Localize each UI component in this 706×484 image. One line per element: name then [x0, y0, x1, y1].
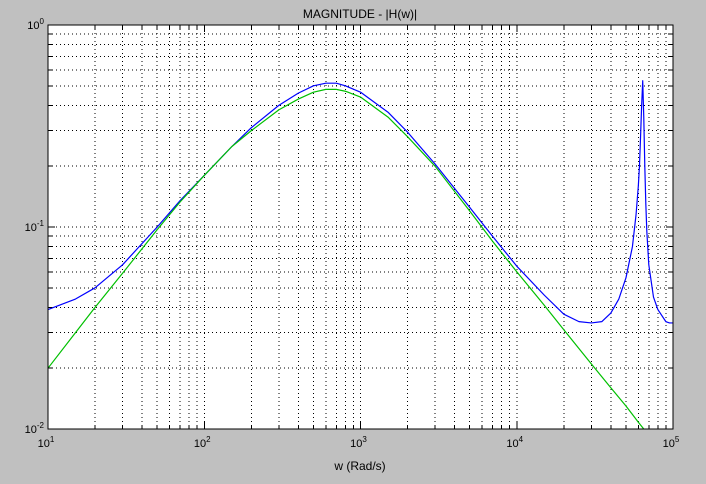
x-tick-labels: 101 102 103 104 105 [38, 435, 680, 450]
x-tick-label: 105 [663, 435, 680, 450]
axis-ticks [47, 25, 673, 430]
series-lines [47, 80, 673, 430]
plot-frame [47, 24, 674, 430]
y-tick-label: 10-2 [25, 421, 45, 436]
y-tick-labels: 10-2 10-1 100 [25, 17, 45, 436]
y-tick-label: 100 [27, 17, 44, 32]
grid-lines [48, 25, 673, 429]
series-line-2 [47, 88, 645, 430]
series-line-1 [47, 80, 673, 324]
x-tick-label: 101 [38, 435, 55, 450]
x-tick-label: 104 [506, 435, 523, 450]
y-tick-label: 10-1 [25, 219, 45, 234]
x-axis-label: w (Rad/s) [333, 459, 385, 473]
chart-title: MAGNITUDE - |H(w)| [303, 7, 417, 21]
x-tick-label: 103 [350, 435, 367, 450]
x-tick-label: 102 [194, 435, 211, 450]
